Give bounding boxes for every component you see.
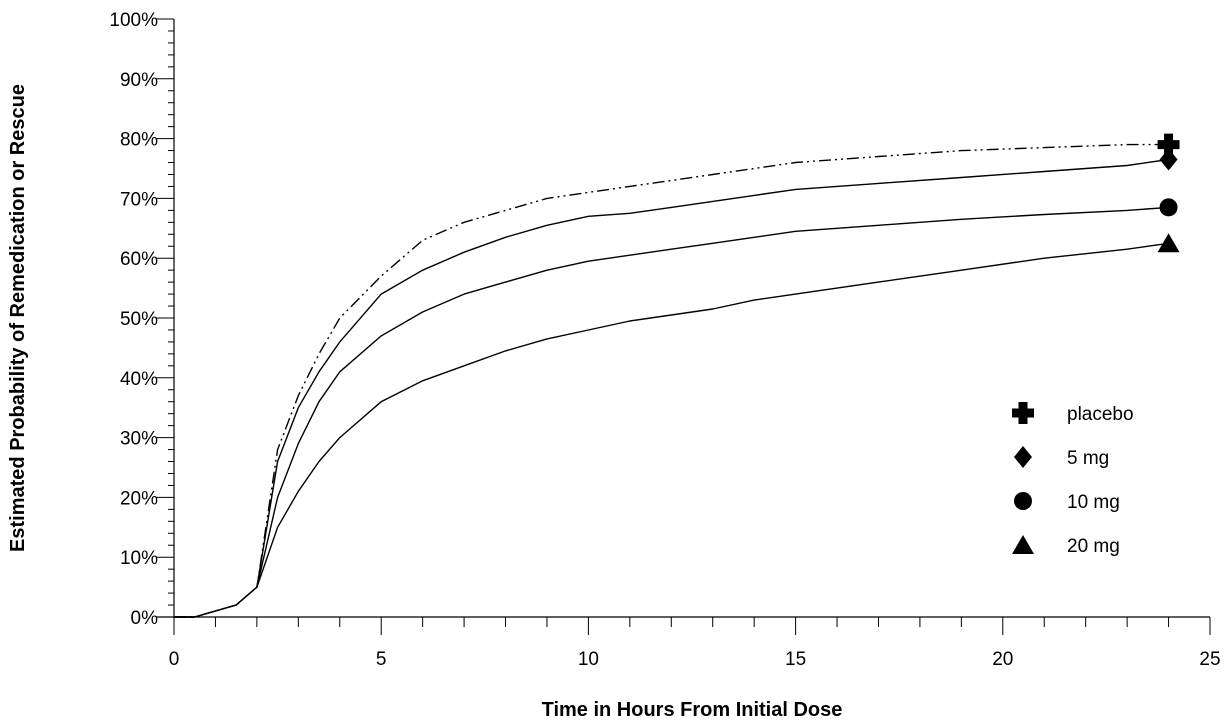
x-tick-label: 5 xyxy=(376,649,387,670)
y-tick-label: 50% xyxy=(120,309,158,330)
x-tick-label: 25 xyxy=(1199,649,1220,670)
end-marker-placebo xyxy=(1157,133,1180,156)
y-tick-label: 20% xyxy=(120,488,158,509)
y-tick-label: 40% xyxy=(120,369,158,390)
legend-label-20-mg: 20 mg xyxy=(1067,536,1120,557)
end-marker-5-mg xyxy=(1159,148,1178,171)
x-tick-label: 15 xyxy=(785,649,806,670)
y-tick-label: 100% xyxy=(109,10,158,31)
legend-label-5-mg: 5 mg xyxy=(1067,448,1109,469)
tick-labels: 0% 10% 20% 30% 40% 50% 60% 70% 80% 90% 100% 0 5 10 15 2… xyxy=(109,10,1220,670)
y-tick-label: 90% xyxy=(120,70,158,91)
y-tick-label: 10% xyxy=(120,548,158,569)
axes xyxy=(156,19,1210,618)
series-lines xyxy=(174,143,1169,618)
legend-marker-10-mg xyxy=(1014,492,1032,510)
y-tick-label: 60% xyxy=(120,249,158,270)
end-marker-20-mg xyxy=(1157,233,1180,253)
legend-marker-5-mg xyxy=(1014,446,1032,468)
x-tick-label: 20 xyxy=(992,649,1013,670)
x-tick-label: 0 xyxy=(169,649,180,670)
legend: placebo 5 mg 10 mg 20 mg xyxy=(1012,402,1134,557)
legend-label-10-mg: 10 mg xyxy=(1067,492,1120,513)
legend-marker-20-mg xyxy=(1012,535,1034,554)
y-tick-label: 80% xyxy=(120,130,158,151)
tick-marks xyxy=(156,18,1211,635)
series-line-20-mg xyxy=(174,242,1169,618)
legend-marker-placebo xyxy=(1012,402,1034,424)
y-axis-title: Estimated Probability of Remedication or… xyxy=(7,84,29,552)
legend-label-placebo: placebo xyxy=(1067,404,1134,425)
x-tick-label: 10 xyxy=(578,649,599,670)
y-tick-label: 0% xyxy=(131,608,159,629)
x-axis-title: Time in Hours From Initial Dose xyxy=(542,699,843,721)
end-markers xyxy=(1157,133,1180,253)
y-tick-label: 30% xyxy=(120,429,158,450)
y-tick-label: 70% xyxy=(120,189,158,210)
end-marker-10-mg xyxy=(1159,198,1178,217)
